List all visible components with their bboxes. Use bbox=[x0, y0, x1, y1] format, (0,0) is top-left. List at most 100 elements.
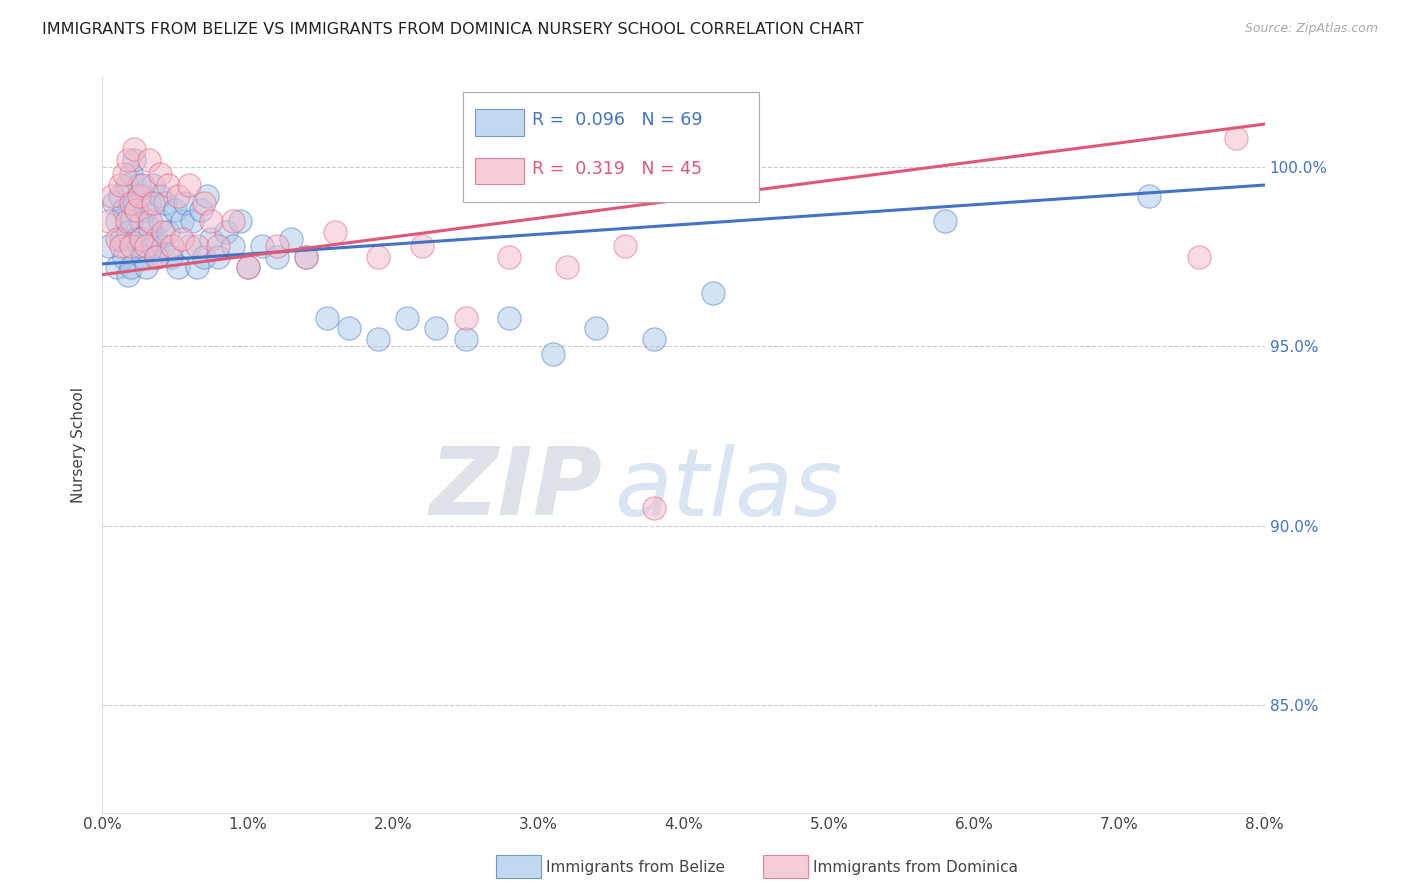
Point bbox=[411, 239, 433, 253]
Point bbox=[166, 260, 188, 275]
Point bbox=[105, 260, 128, 275]
Point bbox=[120, 260, 142, 275]
Point bbox=[280, 232, 302, 246]
Point bbox=[1188, 250, 1211, 264]
Point bbox=[193, 250, 215, 264]
Point bbox=[105, 214, 128, 228]
Point bbox=[120, 196, 142, 211]
Point bbox=[128, 178, 150, 192]
Point bbox=[128, 239, 150, 253]
Point bbox=[236, 260, 259, 275]
Point bbox=[117, 153, 139, 167]
Point bbox=[112, 167, 135, 181]
Point bbox=[294, 250, 316, 264]
Point bbox=[131, 232, 153, 246]
Point bbox=[367, 250, 389, 264]
Point bbox=[98, 214, 121, 228]
Point bbox=[112, 250, 135, 264]
Point bbox=[128, 188, 150, 202]
Point bbox=[643, 500, 665, 515]
Point bbox=[425, 321, 447, 335]
Text: R =  0.319   N = 45: R = 0.319 N = 45 bbox=[533, 161, 703, 178]
Point bbox=[139, 214, 162, 228]
Point bbox=[115, 178, 138, 192]
Point bbox=[138, 196, 160, 211]
Point bbox=[172, 232, 194, 246]
Point bbox=[135, 203, 157, 218]
Point bbox=[266, 250, 288, 264]
Point bbox=[149, 167, 172, 181]
Point bbox=[135, 239, 157, 253]
Point bbox=[131, 214, 153, 228]
Point bbox=[702, 285, 724, 300]
Text: Immigrants from Dominica: Immigrants from Dominica bbox=[813, 860, 1018, 874]
Point bbox=[215, 225, 238, 239]
Point bbox=[614, 239, 637, 253]
Point bbox=[643, 332, 665, 346]
Point bbox=[103, 196, 125, 211]
Point bbox=[172, 214, 194, 228]
Point bbox=[266, 239, 288, 253]
Point bbox=[207, 239, 229, 253]
Point bbox=[145, 250, 167, 264]
Point bbox=[159, 250, 181, 264]
Point bbox=[146, 250, 169, 264]
Point bbox=[337, 321, 360, 335]
Point bbox=[135, 260, 157, 275]
Point bbox=[323, 225, 346, 239]
Point bbox=[222, 214, 245, 228]
Point bbox=[166, 188, 188, 202]
Point bbox=[498, 250, 520, 264]
Point bbox=[120, 214, 142, 228]
Point bbox=[250, 239, 273, 253]
Point bbox=[110, 232, 132, 246]
Point bbox=[179, 239, 201, 253]
Point bbox=[222, 239, 245, 253]
Point bbox=[98, 239, 121, 253]
Point bbox=[454, 310, 477, 325]
Point bbox=[207, 250, 229, 264]
Point bbox=[120, 167, 142, 181]
Point bbox=[186, 239, 208, 253]
Point bbox=[585, 321, 607, 335]
Y-axis label: Nursery School: Nursery School bbox=[72, 387, 86, 503]
Point bbox=[454, 332, 477, 346]
Point bbox=[934, 214, 956, 228]
Point bbox=[117, 225, 139, 239]
Text: Source: ZipAtlas.com: Source: ZipAtlas.com bbox=[1244, 22, 1378, 36]
Point bbox=[122, 153, 145, 167]
Point bbox=[139, 221, 162, 235]
Point bbox=[163, 203, 186, 218]
Point bbox=[108, 178, 131, 192]
Point bbox=[115, 214, 138, 228]
Point bbox=[149, 188, 172, 202]
Point bbox=[367, 332, 389, 346]
Point bbox=[156, 225, 179, 239]
FancyBboxPatch shape bbox=[475, 109, 524, 136]
Point bbox=[555, 260, 578, 275]
Point bbox=[152, 225, 174, 239]
Point bbox=[174, 196, 197, 211]
Point bbox=[132, 178, 155, 192]
Point bbox=[541, 346, 564, 360]
Point bbox=[160, 239, 183, 253]
Point bbox=[294, 250, 316, 264]
Point bbox=[132, 188, 155, 202]
Point bbox=[229, 214, 252, 228]
Point bbox=[124, 232, 146, 246]
Point bbox=[181, 214, 204, 228]
FancyBboxPatch shape bbox=[475, 158, 524, 184]
Text: IMMIGRANTS FROM BELIZE VS IMMIGRANTS FROM DOMINICA NURSERY SCHOOL CORRELATION CH: IMMIGRANTS FROM BELIZE VS IMMIGRANTS FRO… bbox=[42, 22, 863, 37]
Point bbox=[193, 196, 215, 211]
Point bbox=[236, 260, 259, 275]
Text: Immigrants from Belize: Immigrants from Belize bbox=[546, 860, 724, 874]
Point bbox=[200, 232, 222, 246]
Text: R =  0.096   N = 69: R = 0.096 N = 69 bbox=[533, 112, 703, 129]
FancyBboxPatch shape bbox=[463, 92, 759, 202]
Point bbox=[316, 310, 339, 325]
Point bbox=[142, 178, 165, 192]
Point bbox=[110, 239, 132, 253]
Point bbox=[152, 239, 174, 253]
Point bbox=[142, 239, 165, 253]
Point bbox=[132, 250, 155, 264]
